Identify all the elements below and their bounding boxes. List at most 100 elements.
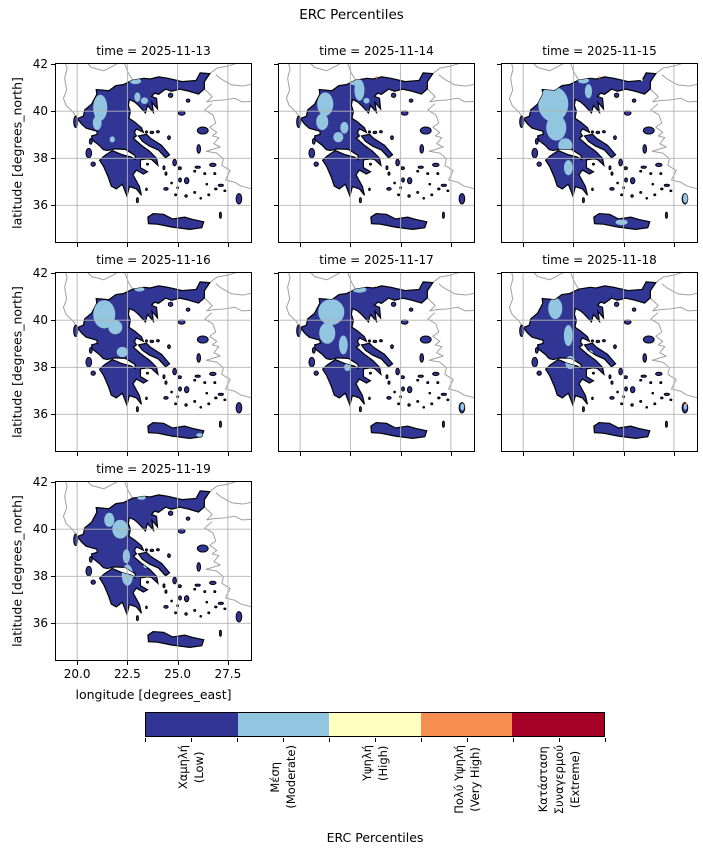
x-tick-mark [127, 661, 129, 665]
y-tick-mark [497, 273, 501, 275]
y-tick-label: 42 [32, 475, 48, 490]
moderate-risk-area [563, 160, 573, 176]
moderate-risk-area [460, 403, 465, 411]
y-tick-label: 36 [32, 407, 48, 422]
moderate-risk-area [538, 86, 569, 122]
y-tick-label: 38 [32, 360, 48, 375]
figure-title: ERC Percentiles [299, 7, 404, 23]
x-tick-label: 20.0 [63, 667, 91, 681]
y-tick-mark [51, 64, 55, 66]
moderate-risk-area [546, 114, 567, 141]
moderate-risk-area [558, 138, 573, 153]
x-tick-mark [300, 243, 302, 247]
y-tick-mark [274, 320, 278, 322]
greece-map [278, 63, 475, 243]
moderate-risk-area [340, 121, 349, 134]
x-tick-mark [523, 243, 525, 247]
colorbar-category-label: Χαμηλή (Low) [175, 745, 206, 790]
subplot-title: time = 2025-11-13 [96, 44, 211, 58]
moderate-risk-area [134, 92, 141, 102]
y-tick-mark [274, 273, 278, 275]
y-tick-mark [51, 529, 55, 531]
y-tick-mark [497, 414, 501, 416]
y-axis-label: latitude [degrees_north] [9, 286, 25, 438]
moderate-risk-area [93, 94, 108, 121]
moderate-risk-area [615, 219, 628, 226]
x-tick-mark [177, 452, 179, 456]
y-axis-label: latitude [degrees_north] [9, 77, 25, 229]
moderate-risk-area [108, 320, 123, 335]
x-tick-mark [77, 661, 79, 665]
colorbar-tick [559, 738, 560, 742]
moderate-risk-area [683, 403, 687, 410]
y-tick-label: 40 [32, 104, 48, 119]
colorbar-tick [467, 738, 468, 742]
x-tick-mark [400, 243, 402, 247]
x-tick-mark [77, 452, 79, 456]
x-tick-mark [623, 452, 625, 456]
y-tick-label: 40 [32, 313, 48, 328]
x-tick-mark [177, 243, 179, 247]
subplot-title: time = 2025-11-16 [96, 253, 211, 267]
y-tick-mark [51, 158, 55, 160]
y-tick-label: 38 [32, 569, 48, 584]
y-tick-mark [497, 64, 501, 66]
moderate-risk-area [140, 97, 149, 104]
x-tick-mark [450, 243, 452, 247]
subplot-panel-2: time = 2025-11-14 [274, 44, 475, 247]
greece-map [501, 272, 698, 452]
high-risk-spot [640, 78, 643, 82]
moderate-risk-area [548, 297, 563, 320]
moderate-risk-area [584, 84, 593, 99]
colorbar-segment-2 [237, 713, 330, 736]
y-tick-label: 40 [32, 522, 48, 537]
x-axis-label: longitude [degrees_east] [75, 687, 232, 702]
subplot-panel-1: time = 2025-11-13 42 40 38 36 [33, 44, 252, 247]
moderate-risk-area [558, 284, 567, 290]
x-tick-mark [623, 243, 625, 247]
colorbar-tick [513, 738, 514, 742]
moderate-risk-area [122, 549, 130, 564]
y-axis-label: latitude [degrees_north] [9, 495, 25, 647]
moderate-risk-area [682, 193, 688, 204]
moderate-risk-area [92, 115, 102, 131]
x-tick-mark [77, 243, 79, 247]
moderate-risk-area [563, 324, 573, 347]
subplot-title: time = 2025-11-18 [542, 253, 657, 267]
colorbar-segment-1 [146, 713, 238, 736]
colorbar-category-label: Μέση (Moderate) [267, 745, 298, 809]
y-tick-mark [51, 205, 55, 207]
colorbar-tick [329, 738, 330, 742]
y-tick-label: 36 [32, 198, 48, 213]
subplot-panel-4: time = 2025-11-16 42 40 38 36 [33, 253, 252, 456]
subplot-panel-7: time = 2025-11-19 42 40 38 36 20.0 22.5 25.0 27.… [33, 462, 252, 680]
y-tick-mark [274, 64, 278, 66]
x-tick-mark [400, 452, 402, 456]
colorbar-bar [145, 712, 605, 737]
y-tick-mark [497, 320, 501, 322]
x-tick-label: 22.5 [114, 667, 141, 681]
colorbar-segment-4 [420, 713, 513, 736]
very_high-risk-spot [375, 76, 378, 79]
subplot-title: time = 2025-11-15 [542, 44, 657, 58]
x-tick-mark [227, 661, 229, 665]
colorbar-axis-label: ERC Percentiles [326, 830, 424, 845]
moderate-risk-area [316, 113, 329, 131]
y-tick-mark [51, 111, 55, 113]
colorbar-tick [191, 738, 192, 742]
greece-map [278, 272, 475, 452]
colorbar-tick [375, 738, 376, 742]
very_high-risk-spot [598, 76, 601, 79]
x-tick-mark [450, 452, 452, 456]
x-tick-mark [127, 452, 129, 456]
y-tick-mark [274, 205, 278, 207]
y-tick-mark [51, 623, 55, 625]
greece-map [55, 63, 252, 243]
greece-map [501, 63, 698, 243]
colorbar-tick [145, 738, 146, 742]
moderate-risk-area [116, 346, 128, 358]
moderate-risk-area [363, 97, 370, 104]
moderate-risk-area [319, 322, 336, 344]
y-tick-label: 42 [32, 57, 48, 72]
